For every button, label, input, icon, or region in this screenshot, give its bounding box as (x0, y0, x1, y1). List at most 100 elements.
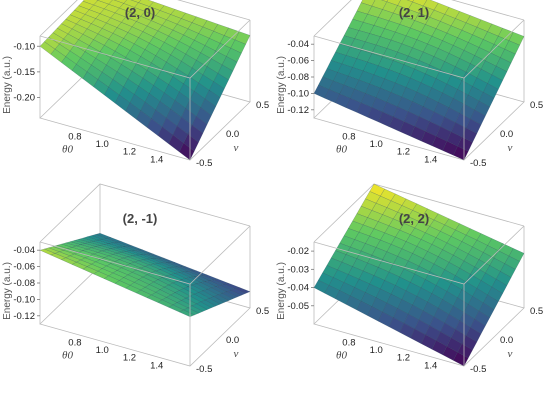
surface-patch (178, 309, 195, 318)
z-tick-label: -0.06 (287, 56, 309, 67)
surface-patch (457, 136, 473, 152)
x-tick-label: 1.0 (96, 139, 109, 150)
x-tick-label: 1.2 (123, 353, 136, 364)
y-tick-label: 0.5 (530, 100, 543, 111)
x-tick-label: 1.0 (370, 345, 383, 356)
z-tick-label: -0.10 (13, 294, 35, 305)
surface-patch (495, 271, 512, 286)
y-tick-label: -0.5 (196, 364, 212, 375)
x-axis-label: θ0 (336, 144, 347, 156)
z-tick-label: -0.03 (287, 264, 309, 275)
surface-patch (474, 100, 491, 117)
y-tick-label: -0.5 (470, 158, 486, 169)
surface-patch (130, 0, 142, 3)
z-tick-label: -0.08 (13, 278, 35, 289)
surface-patch (196, 107, 212, 125)
y-tick-label: 0.5 (256, 306, 269, 317)
box-edge (39, 0, 251, 37)
z-axis-label: Energy (a.u.) (2, 56, 13, 114)
y-tick-label: 0.0 (500, 129, 513, 140)
surface-patch (178, 142, 195, 161)
surface-patch (217, 64, 234, 81)
y-tick-label: 0.5 (256, 100, 269, 111)
z-tick-label: -0.15 (13, 67, 35, 78)
y-tick-label: -0.5 (196, 158, 212, 169)
surface-patch (225, 290, 243, 298)
x-tick-label: 1.2 (397, 353, 410, 364)
x-axis-label: θ0 (336, 350, 347, 362)
z-tick-label: -0.02 (287, 246, 309, 257)
y-tick-label: 0.0 (226, 335, 239, 346)
z-tick-label: -0.20 (13, 93, 35, 104)
surface-patch (187, 124, 204, 143)
surface-patch (97, 0, 113, 5)
surface-patch (487, 286, 503, 302)
y-tick-label: -0.5 (470, 364, 486, 375)
x-tick-label: 0.8 (342, 131, 355, 142)
z-tick-label: -0.10 (13, 41, 35, 52)
panel-title: (2, -1) (123, 211, 158, 226)
x-axis-label: θ0 (62, 144, 73, 156)
box-edge (313, 19, 525, 79)
y-axis-label: ν (508, 142, 513, 154)
y-tick-label: 0.0 (226, 129, 239, 140)
x-tick-label: 0.8 (68, 337, 81, 348)
y-axis-label: ν (508, 348, 513, 360)
surface-patch (457, 343, 473, 359)
z-tick-label: -0.06 (13, 262, 35, 273)
x-tick-label: 0.8 (342, 337, 355, 348)
y-tick-label: 0.5 (530, 306, 543, 317)
box-edge (39, 19, 251, 79)
surface-patch (474, 310, 491, 327)
x-tick-label: 1.0 (96, 345, 109, 356)
surface-patch (221, 56, 238, 72)
x-tick-label: 1.4 (150, 360, 163, 371)
y-axis-label: ν (234, 142, 239, 154)
z-axis-label: Energy (a.u.) (276, 56, 287, 114)
z-tick-label: -0.12 (13, 311, 35, 322)
z-tick-label: -0.08 (287, 72, 309, 83)
surface-patch (487, 74, 503, 90)
z-tick-label: -0.04 (13, 245, 35, 256)
z-axis-label: Energy (a.u.) (2, 262, 13, 320)
x-tick-label: 1.4 (424, 154, 437, 165)
z-tick-label: -0.05 (287, 301, 309, 312)
surface-patch (191, 303, 208, 312)
surface-patch (226, 47, 242, 63)
panel-title: (2, 0) (125, 5, 155, 20)
surface-patch (508, 31, 525, 46)
x-axis-label: θ0 (62, 350, 73, 362)
surface-patch (200, 299, 217, 309)
z-tick-label: -0.04 (287, 283, 309, 294)
surface-patch (452, 351, 469, 367)
surface-patch (208, 81, 225, 99)
x-tick-label: 1.4 (150, 154, 163, 165)
y-axis-label: ν (234, 348, 239, 360)
box-edge (313, 225, 525, 285)
box-edge (39, 183, 251, 243)
x-tick-label: 1.4 (424, 360, 437, 371)
box-edge (313, 0, 525, 37)
z-tick-label: -0.04 (287, 39, 309, 50)
x-tick-label: 1.0 (370, 139, 383, 150)
box-edge (39, 225, 251, 285)
surface-patch (412, 0, 428, 7)
surface-patch (508, 248, 525, 262)
surface-patch (221, 291, 238, 300)
x-tick-label: 0.8 (68, 131, 81, 142)
x-tick-label: 1.2 (397, 147, 410, 158)
x-tick-label: 1.2 (123, 147, 136, 158)
surface-patch (234, 31, 251, 45)
surface-patch (204, 298, 221, 307)
z-tick-label: -0.10 (287, 88, 309, 99)
surface-patch (452, 145, 469, 161)
y-tick-label: 0.0 (500, 335, 513, 346)
panel-title: (2, 2) (399, 211, 429, 226)
surface-patch (230, 39, 247, 54)
panel-title: (2, 1) (399, 5, 429, 20)
